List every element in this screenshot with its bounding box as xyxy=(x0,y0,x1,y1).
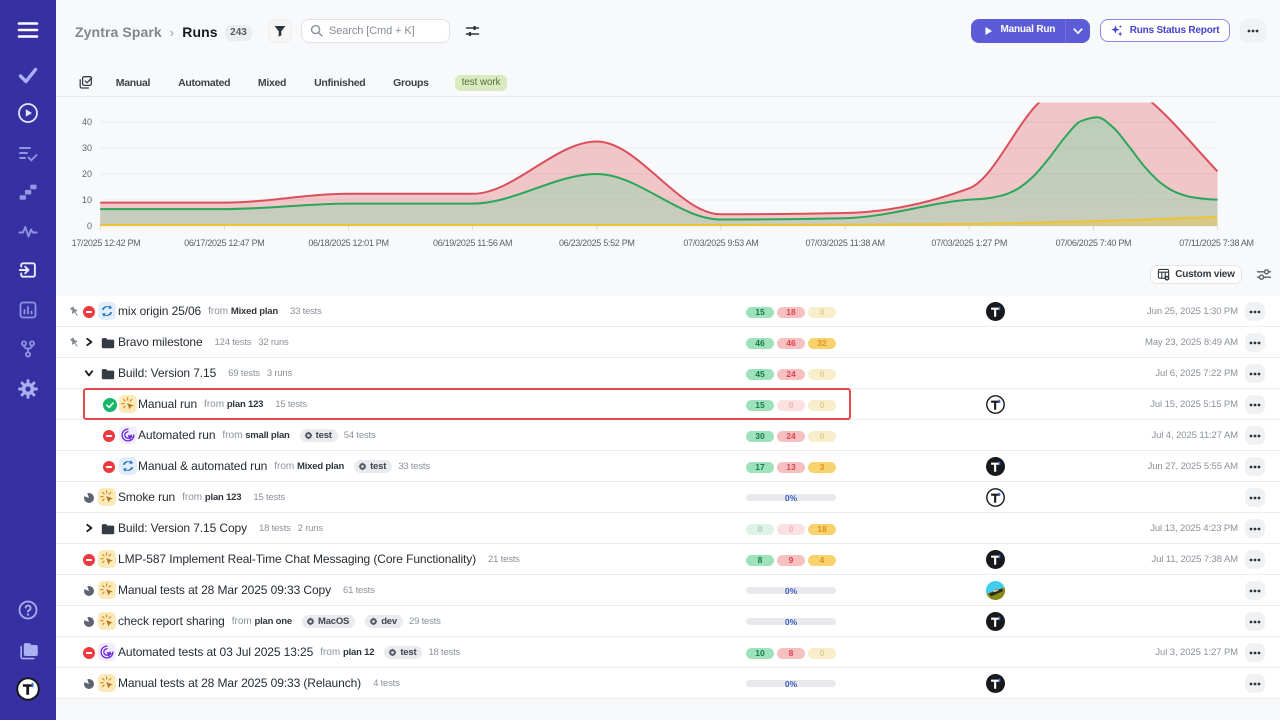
svg-text:30: 30 xyxy=(82,143,92,153)
svg-text:10: 10 xyxy=(82,195,92,205)
svg-text:40: 40 xyxy=(82,117,92,127)
svg-text:07/11/2025 7:38 AM: 07/11/2025 7:38 AM xyxy=(1179,238,1254,248)
svg-text:17/2025 12:42 PM: 17/2025 12:42 PM xyxy=(72,238,141,248)
svg-text:07/03/2025 9:53 AM: 07/03/2025 9:53 AM xyxy=(683,238,758,248)
svg-text:07/03/2025 11:38 AM: 07/03/2025 11:38 AM xyxy=(805,238,884,248)
svg-text:06/19/2025 11:56 AM: 06/19/2025 11:56 AM xyxy=(433,238,512,248)
svg-text:07/03/2025 1:27 PM: 07/03/2025 1:27 PM xyxy=(931,238,1007,248)
svg-text:07/06/2025 7:40 PM: 07/06/2025 7:40 PM xyxy=(1056,238,1132,248)
svg-text:0: 0 xyxy=(87,221,92,231)
svg-text:20: 20 xyxy=(82,169,92,179)
svg-text:06/18/2025 12:01 PM: 06/18/2025 12:01 PM xyxy=(308,238,388,248)
svg-text:06/23/2025 5:52 PM: 06/23/2025 5:52 PM xyxy=(559,238,635,248)
svg-text:06/17/2025 12:47 PM: 06/17/2025 12:47 PM xyxy=(184,238,264,248)
